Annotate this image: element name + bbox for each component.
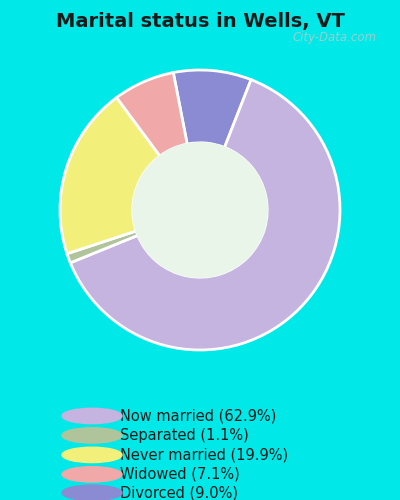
- Text: Widowed (7.1%): Widowed (7.1%): [120, 467, 240, 482]
- Circle shape: [133, 143, 267, 277]
- Wedge shape: [117, 72, 187, 156]
- Text: Marital status in Wells, VT: Marital status in Wells, VT: [56, 12, 344, 32]
- Wedge shape: [173, 70, 251, 148]
- Text: Never married (19.9%): Never married (19.9%): [120, 448, 288, 462]
- Text: City-Data.com: City-Data.com: [292, 30, 377, 44]
- Circle shape: [62, 466, 122, 482]
- Wedge shape: [67, 231, 138, 263]
- Wedge shape: [70, 80, 340, 350]
- Circle shape: [62, 447, 122, 462]
- Wedge shape: [60, 98, 160, 254]
- Text: Separated (1.1%): Separated (1.1%): [120, 428, 249, 443]
- Circle shape: [62, 408, 122, 424]
- Text: Divorced (9.0%): Divorced (9.0%): [120, 486, 238, 500]
- Text: Now married (62.9%): Now married (62.9%): [120, 408, 276, 424]
- Circle shape: [62, 485, 122, 500]
- Circle shape: [62, 428, 122, 443]
